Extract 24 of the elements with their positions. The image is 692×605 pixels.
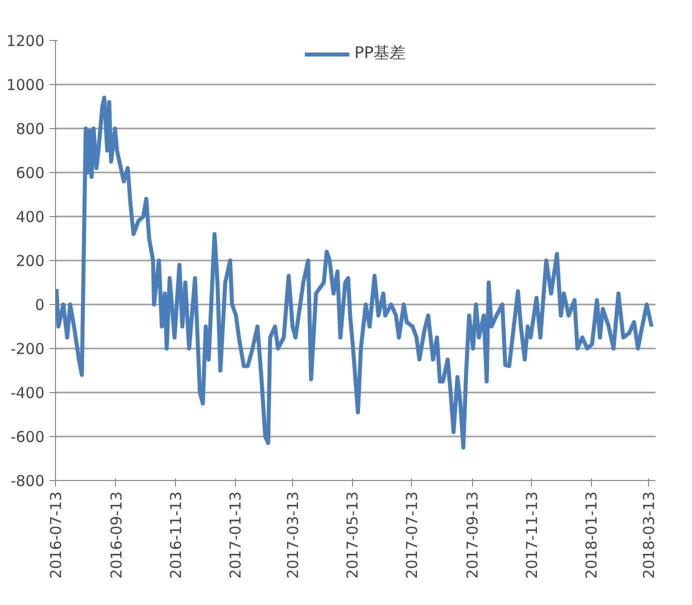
x-tick-label: 2017-11-13 (523, 491, 542, 579)
legend-label: PP基差 (354, 43, 406, 64)
y-tick-label: -400 (10, 384, 45, 402)
y-tick-label: 600 (16, 164, 45, 182)
line-series (56, 96, 654, 450)
x-tick-label: 2017-01-13 (226, 491, 245, 579)
y-tick-label: -800 (10, 472, 45, 490)
y-tick-label: 400 (16, 208, 45, 226)
x-tick-label: 2017-09-13 (464, 491, 482, 579)
x-tick-label: 2016-09-13 (107, 491, 126, 579)
y-tick-label: 0 (34, 296, 45, 314)
y-tick-label: -600 (10, 428, 45, 446)
y-tick-label: -200 (10, 340, 45, 358)
x-tick-label: 2017-07-13 (403, 491, 422, 579)
x-tick-label: 2016-11-13 (167, 491, 185, 579)
x-tick-label: 2017-05-13 (344, 491, 362, 579)
x-tick-label: 2017-03-13 (284, 491, 302, 579)
x-tick-label: 2016-07-13 (47, 491, 65, 579)
y-tick-label: 1000 (6, 76, 45, 94)
x-tick-label: 2018-03-13 (640, 491, 658, 579)
y-tick-label: 800 (16, 120, 45, 138)
x-tick-label: 2018-01-13 (582, 491, 601, 579)
y-tick-label: 200 (16, 252, 45, 270)
y-tick-label: 1200 (6, 32, 45, 50)
